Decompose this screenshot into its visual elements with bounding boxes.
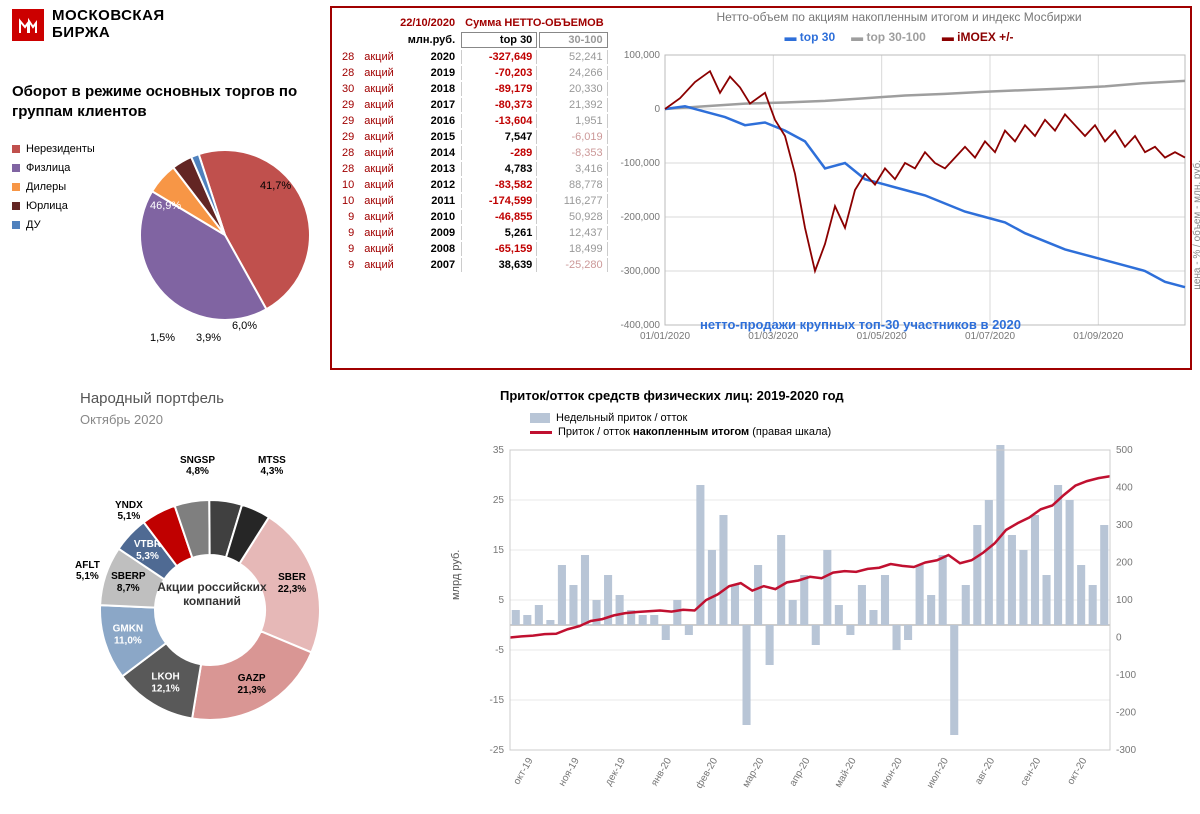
svg-text:500: 500 — [1116, 445, 1133, 456]
donut-slice-label: YNDX5,1% — [115, 500, 143, 522]
svg-text:июн-20: июн-20 — [879, 756, 905, 791]
svg-text:ноя-19: ноя-19 — [557, 756, 582, 789]
svg-text:5: 5 — [498, 595, 504, 606]
svg-text:5,3%: 5,3% — [136, 551, 159, 562]
line-chart: 100,00010%00%-100,000-10%-200,000-20%-30… — [610, 50, 1188, 350]
svg-text:21,3%: 21,3% — [237, 685, 265, 696]
svg-text:-200: -200 — [1116, 708, 1136, 719]
pie1-legend-item: Юрлица — [12, 200, 95, 212]
flow-leg-bar: Недельный приток / отток — [530, 412, 831, 424]
pie1-legend-item: ДУ — [12, 219, 95, 231]
pie1-slice-label: 1,5% — [150, 332, 175, 344]
svg-text:SBERP: SBERP — [111, 571, 146, 582]
line-chart-note: нетто-продажи крупных топ-30 участников … — [700, 317, 1021, 332]
pie1-legend-item: Физлица — [12, 162, 95, 174]
pie1-legend: Нерезиденты Физлица Дилеры Юрлица ДУ — [12, 136, 95, 238]
svg-text:LKOH: LKOH — [151, 672, 179, 683]
svg-text:11,0%: 11,0% — [114, 636, 142, 647]
svg-text:-400,000: -400,000 — [621, 320, 661, 331]
svg-text:-25: -25 — [490, 745, 505, 756]
pie1-legend-item: Нерезиденты — [12, 143, 95, 155]
svg-text:сен-20: сен-20 — [1019, 756, 1044, 788]
flow-chart-legend: Недельный приток / отток Приток / отток … — [530, 410, 831, 440]
svg-text:01/05/2020: 01/05/2020 — [857, 331, 907, 342]
svg-text:300: 300 — [1116, 520, 1133, 531]
donut-slice-label: SNGSP4,8% — [180, 455, 215, 477]
svg-text:01/09/2020: 01/09/2020 — [1073, 331, 1123, 342]
svg-text:апр-20: апр-20 — [788, 756, 813, 789]
svg-text:0: 0 — [1116, 633, 1122, 644]
svg-text:0: 0 — [654, 104, 660, 115]
svg-text:окт-20: окт-20 — [1065, 756, 1089, 787]
svg-text:окт-19: окт-19 — [512, 756, 536, 787]
svg-text:-100,000: -100,000 — [621, 158, 661, 169]
logo-text: МОСКОВСКАЯБИРЖА — [52, 8, 165, 41]
svg-text:35: 35 — [493, 445, 505, 456]
svg-text:400: 400 — [1116, 483, 1133, 494]
svg-text:-100: -100 — [1116, 670, 1136, 681]
pie1-legend-item: Дилеры — [12, 181, 95, 193]
svg-text:8,7%: 8,7% — [117, 583, 140, 594]
svg-text:01/03/2020: 01/03/2020 — [748, 331, 798, 342]
logo-mark-icon — [12, 9, 44, 41]
svg-text:янв-20: янв-20 — [649, 756, 674, 788]
flow-leg-line: Приток / отток накопленным итогом (права… — [530, 426, 831, 438]
pie1-slice-label: 41,7% — [260, 180, 291, 192]
pie1-title: Оборот в режиме основных торгов по групп… — [12, 82, 322, 121]
svg-text:100,000: 100,000 — [624, 50, 661, 61]
svg-text:июл-20: июл-20 — [925, 756, 951, 791]
flow-chart-title: Приток/отток средств физических лиц: 201… — [500, 388, 844, 403]
pie1-chart — [120, 130, 330, 340]
pie1-slice-label: 46,9% — [150, 200, 181, 212]
svg-text:мар-20: мар-20 — [741, 756, 767, 790]
svg-text:22,3%: 22,3% — [278, 584, 306, 595]
pie1-slice-label: 6,0% — [232, 320, 257, 332]
svg-text:01/01/2020: 01/01/2020 — [640, 331, 690, 342]
svg-text:фев-20: фев-20 — [693, 755, 720, 790]
svg-text:GAZP: GAZP — [238, 673, 266, 684]
netto-table: 22/10/2020Сумма НЕТТО-ОБЪЕМОВмлн.руб.top… — [336, 14, 610, 274]
line-chart-title: Нетто-объем по акциям накопленным итогом… — [610, 10, 1188, 24]
svg-text:май-20: май-20 — [833, 756, 859, 790]
moex-logo: МОСКОВСКАЯБИРЖА — [12, 8, 165, 41]
flow-chart-yl-label: млрд руб. — [450, 550, 462, 600]
donut-slice-label: AFLT5,1% — [75, 560, 100, 582]
flow-chart: 35 25 15 5 -5 -15 -25 500 400 300 200 100 0 -100 -200 -… — [470, 440, 1190, 800]
svg-text:авг-20: авг-20 — [973, 756, 997, 787]
svg-text:GMKN: GMKN — [113, 624, 144, 635]
svg-text:01/07/2020: 01/07/2020 — [965, 331, 1015, 342]
svg-text:200: 200 — [1116, 558, 1133, 569]
svg-text:SBER: SBER — [278, 572, 307, 583]
svg-text:15: 15 — [493, 545, 505, 556]
donut-subtitle: Октябрь 2020 — [80, 412, 163, 427]
line-chart-panel: Нетто-объем по акциям накопленным итогом… — [610, 10, 1188, 364]
svg-text:дек-19: дек-19 — [603, 756, 628, 788]
donut-center-label: Акции российских компаний — [152, 580, 272, 609]
svg-text:-300: -300 — [1116, 745, 1136, 756]
svg-text:-300,000: -300,000 — [621, 266, 661, 277]
svg-text:100: 100 — [1116, 595, 1133, 606]
donut-title: Народный портфель — [80, 390, 224, 407]
pie1-slice-label: 3,9% — [196, 332, 221, 344]
line-chart-legend: ▬ top 30▬ top 30-100▬ iMOEX +/- — [610, 30, 1188, 44]
svg-text:-200,000: -200,000 — [621, 212, 661, 223]
svg-text:-5: -5 — [495, 645, 504, 656]
svg-text:25: 25 — [493, 495, 505, 506]
donut-slice-label: MTSS4,3% — [258, 455, 286, 477]
svg-text:12,1%: 12,1% — [151, 684, 179, 695]
svg-text:-15: -15 — [490, 695, 505, 706]
line-chart-right-axis-label: цена - % / объем - млн. руб. — [1192, 160, 1200, 290]
